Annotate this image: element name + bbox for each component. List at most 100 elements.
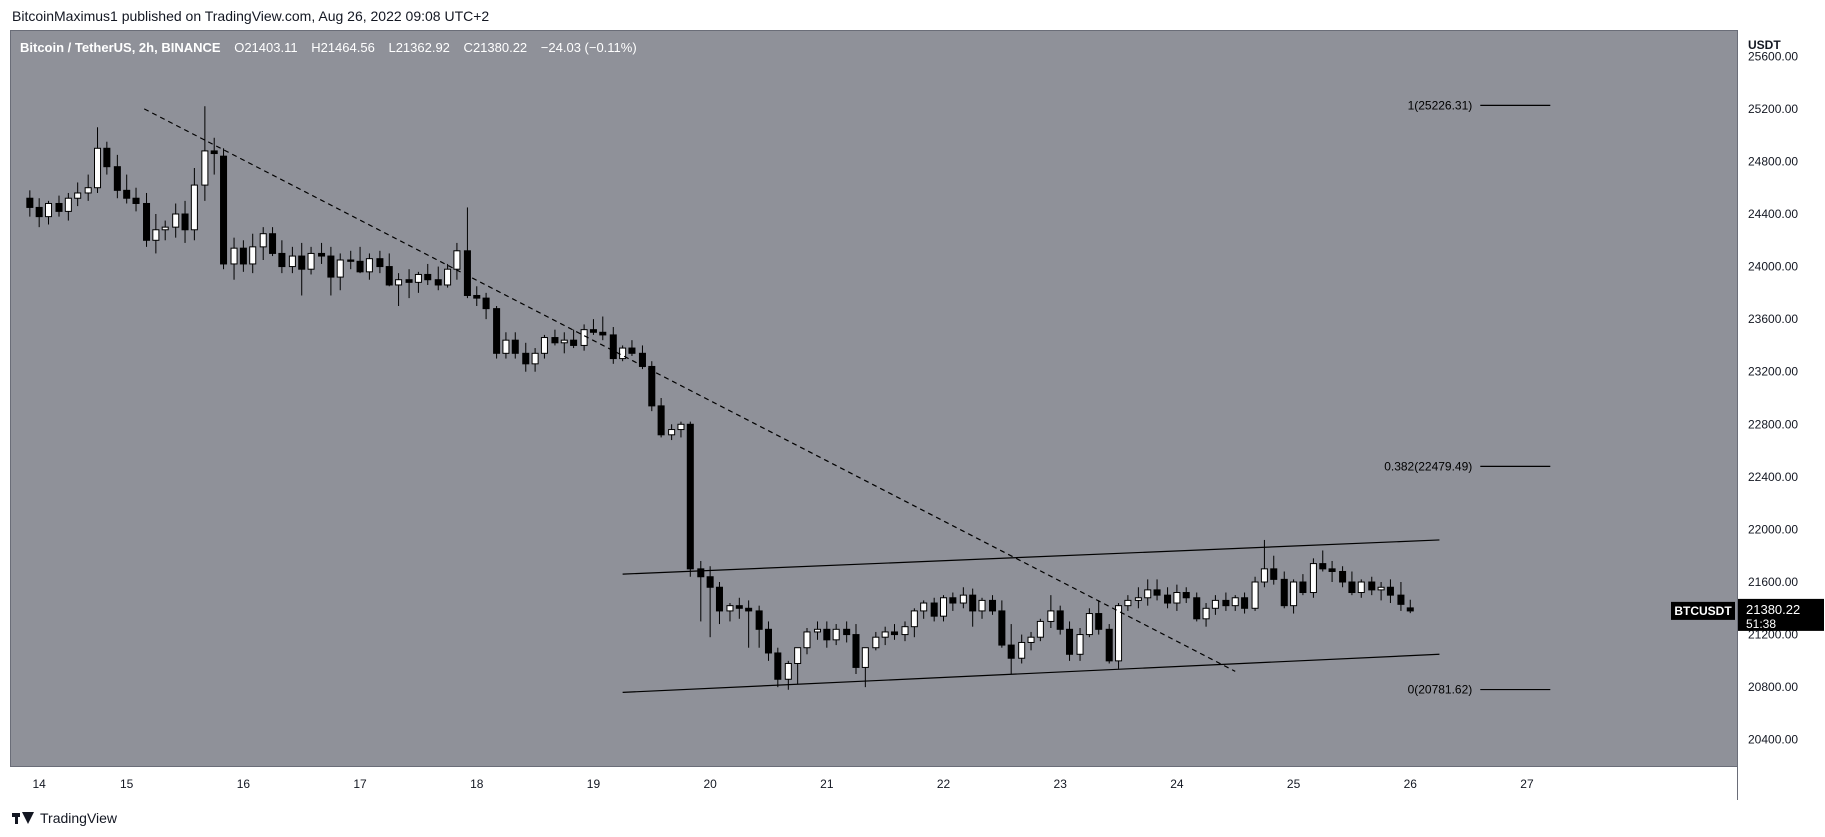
candle-down: [755, 610, 763, 630]
candle-up: [1115, 605, 1123, 662]
candle-down: [1339, 570, 1347, 583]
x-tick-label: 26: [1404, 777, 1418, 791]
candle-up: [172, 213, 180, 228]
candle-down: [1406, 607, 1414, 612]
x-tick-label: 27: [1520, 777, 1534, 791]
candle-down: [210, 150, 218, 155]
y-tick-label: 23200.00: [1748, 365, 1798, 379]
candle-down: [143, 202, 151, 241]
candle-down: [1386, 586, 1394, 596]
x-tick-label: 22: [937, 777, 951, 791]
tradingview-footer[interactable]: TradingView: [12, 810, 117, 826]
y-tick-label: 25600.00: [1748, 49, 1798, 63]
candle-down: [1007, 644, 1015, 659]
candle-up: [74, 192, 82, 199]
candle-up: [444, 268, 452, 286]
candle-up: [201, 150, 209, 186]
candle-up: [414, 273, 422, 283]
candle-up: [1144, 589, 1152, 599]
candle-down: [113, 166, 121, 191]
high-value: 21464.56: [320, 40, 375, 55]
candle-down: [589, 329, 597, 333]
candle-up: [1357, 581, 1365, 594]
y-tick-label: 22000.00: [1748, 522, 1798, 536]
candle-down: [1270, 568, 1278, 580]
candle-up: [259, 233, 267, 248]
candle-up: [288, 255, 296, 268]
candle-down: [318, 252, 326, 257]
candle-down: [424, 273, 432, 281]
x-tick-label: 14: [32, 777, 46, 791]
candle-up: [152, 229, 160, 241]
candle-up: [1290, 581, 1298, 607]
candle-down: [1105, 628, 1113, 662]
candle-down: [347, 259, 355, 262]
candle-up: [978, 599, 986, 612]
candle-down: [1182, 592, 1190, 599]
candle-up: [1251, 581, 1259, 609]
candle-down: [482, 297, 490, 310]
candle-up: [560, 339, 568, 344]
price-axis[interactable]: [1737, 30, 1825, 800]
candle-up: [1047, 610, 1055, 622]
candle-up: [920, 602, 928, 612]
candle-down: [551, 337, 559, 344]
tradingview-logo-icon: [12, 811, 34, 825]
candle-down: [609, 334, 617, 360]
candle-up: [307, 252, 315, 270]
symbol-tag: [1671, 601, 1735, 620]
candle-up: [1202, 607, 1210, 620]
channel-line: [622, 653, 1440, 693]
candle-down: [1397, 594, 1405, 605]
bar-countdown-label: 51:38: [1746, 617, 1776, 631]
x-tick-label: 23: [1054, 777, 1068, 791]
candle-down: [628, 347, 636, 354]
candle-up: [540, 337, 548, 354]
candle-down: [890, 631, 899, 636]
candle-up: [1260, 568, 1268, 583]
x-tick-label: 20: [703, 777, 717, 791]
candle-down: [969, 594, 977, 612]
candle-down: [132, 197, 140, 204]
candle-up: [832, 628, 840, 641]
candle-up: [1173, 592, 1181, 604]
y-tick-label: 22800.00: [1748, 417, 1798, 431]
candle-down: [55, 202, 63, 212]
candle-down: [278, 252, 286, 268]
candle-down: [764, 628, 772, 654]
candle-up: [861, 647, 869, 668]
candle-up: [803, 631, 811, 649]
candle-up: [84, 187, 92, 194]
candle-down: [434, 279, 442, 286]
candle-down: [327, 255, 335, 278]
fib-level-label: 0.382(22479.49): [1384, 459, 1472, 473]
candle-down: [220, 155, 228, 265]
descending-resistance-line: [143, 108, 1236, 672]
tradingview-brand: TradingView: [40, 810, 118, 826]
candle-up: [1018, 641, 1026, 659]
candle-down: [269, 233, 277, 254]
candle-up: [726, 605, 734, 612]
candle-down: [1299, 581, 1307, 594]
candle-down: [657, 405, 665, 436]
candle-down: [1319, 563, 1327, 570]
y-tick-label: 20800.00: [1748, 680, 1798, 694]
change-value: −24.03 (−0.11%): [540, 40, 637, 55]
candle-up: [910, 610, 918, 628]
candle-down: [1280, 578, 1288, 607]
fib-level-label: 0(20781.62): [1408, 683, 1473, 697]
candle-down: [745, 607, 753, 612]
candle-down: [715, 586, 723, 612]
time-axis[interactable]: [10, 766, 1737, 800]
last-price-label: 21380.22: [1746, 602, 1800, 617]
candle-down: [706, 576, 714, 588]
x-tick-label: 15: [120, 777, 134, 791]
x-tick-label: 24: [1170, 777, 1184, 791]
symbol-title: Bitcoin / TetherUS, 2h, BINANCE: [20, 40, 221, 55]
candle-down: [930, 602, 938, 617]
x-tick-label: 21: [820, 777, 834, 791]
candle-down: [998, 610, 1006, 646]
x-tick-label: 16: [237, 777, 251, 791]
candle-down: [405, 279, 413, 283]
